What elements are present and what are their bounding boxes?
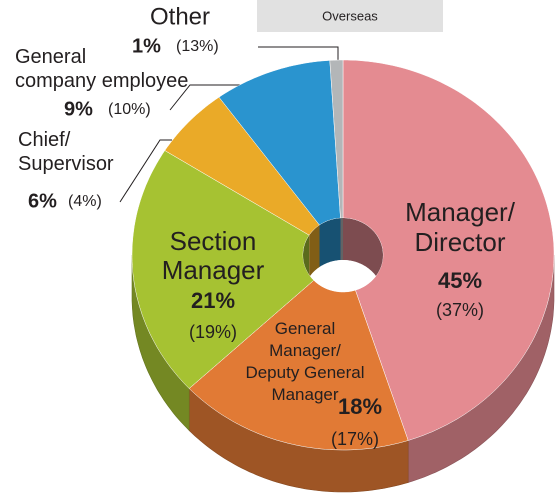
category-label: Manager/Director [405, 197, 516, 257]
category-label: Other [150, 3, 210, 30]
category-label: Chief/Supervisor [18, 129, 114, 175]
value-label: 18% [338, 394, 382, 419]
value-label: 45% [438, 268, 482, 293]
overseas-label: Overseas [322, 8, 378, 23]
value-label: 9% [64, 98, 93, 120]
overseas-value-label: (37%) [436, 300, 484, 320]
value-label: 6% [28, 190, 57, 212]
hole-floor [303, 260, 383, 292]
value-label: 21% [191, 288, 235, 313]
hole-wall [343, 218, 383, 292]
overseas-box [257, 0, 443, 32]
hole-wall [319, 218, 341, 268]
overseas-value-label: (4%) [68, 193, 102, 210]
overseas-value-label: (19%) [189, 322, 237, 342]
value-label: 1% [132, 35, 161, 57]
hole-wall [309, 225, 320, 278]
category-label: General company employee [15, 46, 188, 92]
overseas-value-label: (10%) [108, 101, 151, 118]
hole-wall [340, 218, 343, 261]
overseas-value-label: (17%) [331, 429, 379, 449]
leader-line [119, 139, 172, 203]
category-label: Section Manager [162, 226, 265, 285]
overseas-value-label: (13%) [176, 38, 219, 55]
category-label: General Manager/Deputy General Manager [245, 319, 364, 404]
hole [303, 218, 383, 292]
leader-line [169, 84, 250, 111]
